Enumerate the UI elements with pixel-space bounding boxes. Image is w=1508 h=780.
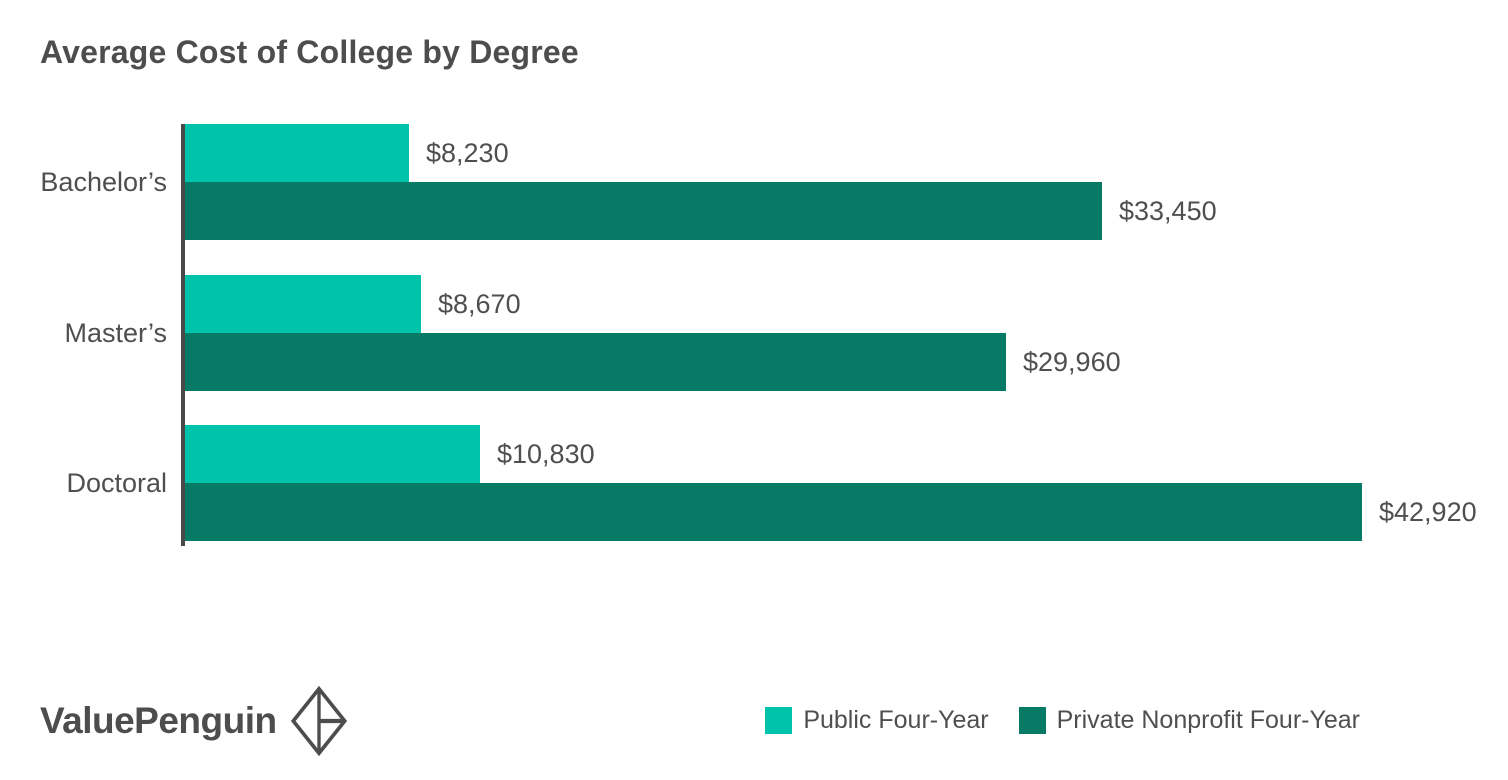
value-label-private-bachelor-s: $33,450 [1119, 195, 1217, 226]
logo-text: ValuePenguin [40, 700, 277, 741]
legend-label-private: Private Nonprofit Four-Year [1056, 706, 1360, 734]
value-label-public-doctoral: $10,830 [497, 438, 595, 469]
bar-private-doctoral [183, 483, 1362, 541]
chart-title: Average Cost of College by Degree [40, 34, 579, 70]
bar-public-bachelor-s [183, 124, 409, 182]
category-label-bachelor-s: Bachelor’s [40, 166, 167, 197]
bar-private-master-s [183, 333, 1006, 391]
value-label-private-doctoral: $42,920 [1379, 496, 1477, 527]
valuepenguin-logo: ValuePenguin [40, 686, 347, 756]
bar-private-bachelor-s [183, 182, 1102, 240]
value-label-private-master-s: $29,960 [1023, 346, 1121, 377]
category-label-master-s: Master’s [64, 317, 167, 348]
value-label-public-master-s: $8,670 [438, 288, 521, 319]
value-label-public-bachelor-s: $8,230 [426, 137, 509, 168]
category-label-doctoral: Doctoral [66, 467, 167, 498]
bar-chart: Bachelor’s $8,230 $33,450 Master’s $8,670 $29… [40, 124, 1477, 546]
legend-swatch-private-icon [1018, 707, 1046, 734]
legend-item-public: Public Four-Year [765, 706, 989, 735]
bar-public-master-s [183, 275, 421, 333]
legend-swatch-public-icon [765, 707, 793, 734]
valuepenguin-diamond-icon [290, 686, 347, 756]
legend-label-public: Public Four-Year [803, 706, 989, 734]
legend-item-private: Private Nonprofit Four-Year [1018, 706, 1360, 735]
bar-public-doctoral [183, 425, 480, 483]
y-axis-line [181, 124, 185, 546]
chart-legend: Public Four-Year Private Nonprofit Four-… [765, 706, 1360, 735]
